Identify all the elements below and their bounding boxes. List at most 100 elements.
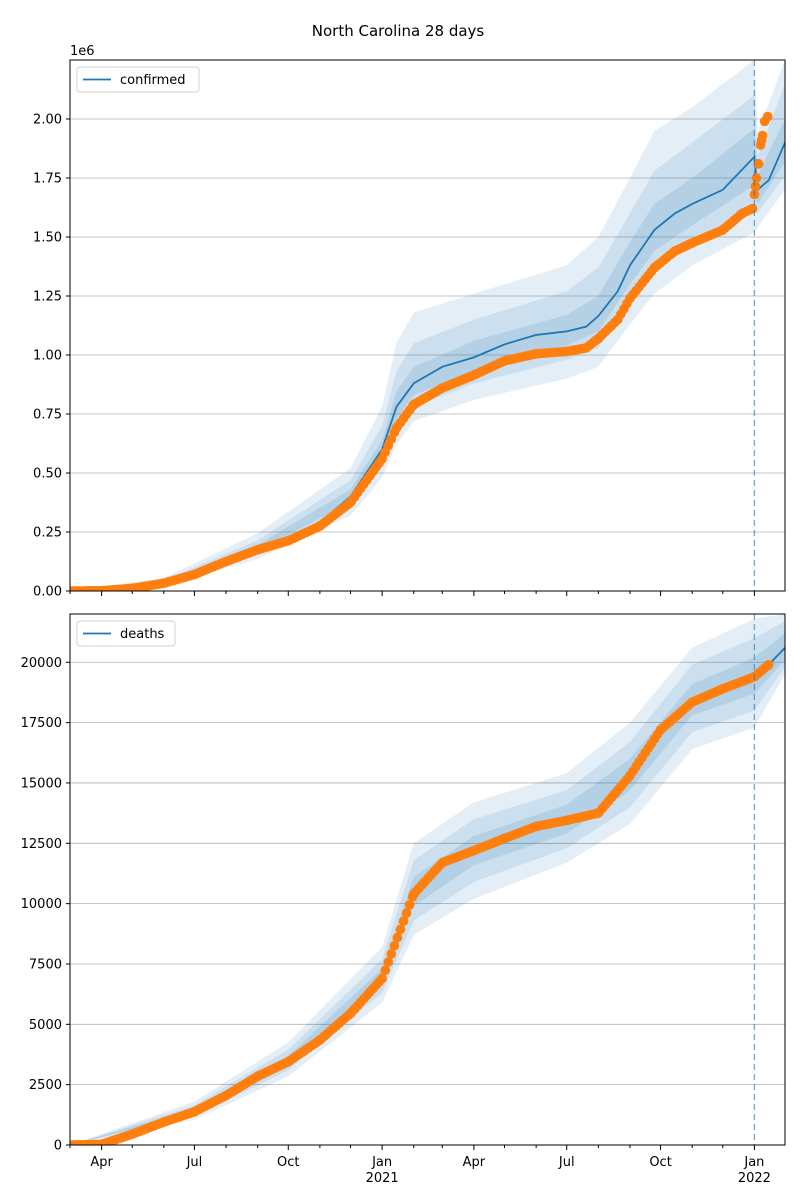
observed-point: [252, 1071, 263, 1082]
observed-point: [404, 900, 415, 910]
band-inner-area: [70, 119, 785, 591]
observed-point: [561, 815, 572, 826]
observed-point: [401, 908, 412, 918]
observed-point: [437, 383, 448, 393]
observed-point: [750, 181, 761, 192]
y-tick-label: 17500: [21, 716, 62, 731]
observed-point: [649, 262, 660, 273]
observed-point: [70, 1140, 75, 1145]
deaths-panel: 0 2500 5000 7500 10000 12500 15000 17500 20000 Ap…: [21, 613, 786, 1186]
observed-point: [389, 940, 400, 951]
observed-point: [670, 246, 680, 256]
observed-point: [127, 583, 138, 591]
observed-point: [625, 293, 635, 304]
observed-point: [252, 544, 263, 555]
y-tick-label: 20000: [21, 656, 62, 671]
y-tick-label: 0: [54, 1139, 62, 1154]
observed-point: [612, 314, 623, 325]
y-tick-label: 12500: [21, 837, 62, 852]
observed-point: [531, 821, 541, 832]
observed-point: [717, 684, 728, 694]
band-outer-area: [70, 60, 785, 591]
observed-point: [345, 497, 356, 508]
legend-box: [76, 66, 200, 93]
x-tick-label: Jul: [186, 1155, 203, 1170]
observed-point: [687, 697, 697, 707]
observed-point: [581, 343, 591, 353]
y-tick-label: 10000: [21, 897, 62, 912]
y-tick-label: 1.75: [33, 172, 62, 187]
observed-point: [757, 130, 768, 141]
legend: confirmed: [76, 66, 200, 93]
y-tick-label: 0.75: [33, 408, 62, 423]
observed-point: [737, 208, 747, 219]
observed-point: [531, 349, 541, 359]
observed-point: [763, 659, 774, 670]
observed-point: [283, 535, 294, 546]
observed-point: [755, 140, 766, 150]
x-tick-year-label: 2021: [366, 1171, 399, 1186]
plot-area: [70, 60, 785, 591]
y-tick-label: 1.00: [33, 349, 62, 364]
axes-frame: [69, 59, 786, 592]
observed-point: [392, 932, 403, 943]
x-tick-label: Oct: [649, 1155, 671, 1170]
observed-point: [377, 454, 387, 464]
observed-point: [408, 399, 419, 410]
legend-box: [76, 620, 176, 647]
observed-point: [315, 1035, 325, 1045]
y-tick-label: 2500: [29, 1078, 62, 1093]
observed-point: [283, 1056, 294, 1067]
observed-point: [625, 770, 635, 781]
y-tick-label: 1.50: [33, 231, 62, 246]
observed-point: [437, 857, 448, 868]
observed-point: [398, 916, 409, 927]
observed-point: [221, 556, 231, 567]
observed-point: [345, 1008, 356, 1019]
observed-point: [377, 973, 387, 984]
y-tick-label: 0.25: [33, 526, 62, 541]
band-mid-area: [70, 83, 785, 591]
observed-point: [751, 173, 762, 183]
y-multiplier-label: 1e6: [70, 44, 95, 59]
y-tick-label: 15000: [21, 776, 62, 791]
y-tick-label: 0.50: [33, 467, 62, 482]
observed-point: [469, 845, 479, 856]
y-tick-label: 7500: [29, 957, 62, 972]
observed-point: [159, 578, 169, 589]
observed-point: [315, 521, 325, 531]
observed-point: [561, 346, 572, 357]
plot-area: [70, 614, 785, 1145]
observed-point: [593, 333, 604, 344]
observed-point: [391, 423, 402, 433]
x-tick-year-label: 2022: [738, 1171, 771, 1186]
observed-point: [687, 238, 697, 248]
confirmed-panel: 0.00 0.25 0.50 0.75 1.00 1.25 1.50 1.75 2.00 1e6 c…: [33, 44, 786, 600]
legend-label: deaths: [120, 627, 165, 642]
observed-point: [469, 370, 479, 380]
legend: deaths: [76, 620, 176, 647]
observed-point: [383, 957, 394, 967]
legend-label: confirmed: [120, 73, 186, 88]
observed-point: [753, 159, 764, 169]
observed-point: [747, 203, 758, 214]
observed-point: [386, 949, 397, 959]
observed-point: [717, 225, 728, 235]
observed-point: [221, 1090, 231, 1101]
axes-frame: [69, 613, 786, 1146]
observed-point: [189, 569, 200, 580]
observed-point: [380, 965, 390, 976]
y-tick-label: 2.00: [33, 113, 62, 128]
band-inner-area: [70, 633, 785, 1145]
observed-point: [127, 1129, 138, 1139]
figure-title: North Carolina 28 days: [312, 22, 485, 40]
x-tick-label: Jan: [371, 1155, 392, 1170]
y-tick-label: 1.25: [33, 290, 62, 305]
y-tick-label: 0.00: [33, 585, 62, 600]
observed-point: [96, 585, 107, 591]
x-tick-label: Apr: [463, 1155, 486, 1170]
x-tick-label: Oct: [277, 1155, 299, 1170]
observed-point: [655, 725, 666, 735]
